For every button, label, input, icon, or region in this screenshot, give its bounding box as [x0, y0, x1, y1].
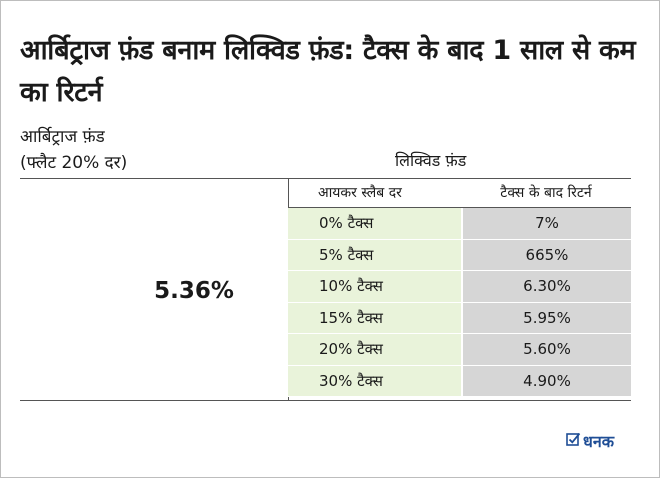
column-header-return: टैक्स के बाद रिटर्न: [500, 185, 592, 201]
table-row: 30% टैक्स 4.90%: [288, 365, 631, 397]
arbitrage-fund-name: आर्बिट्राज फ़ंड: [20, 127, 105, 147]
header-divider: [20, 178, 631, 179]
table-row: 10% टैक्स 6.30%: [288, 271, 631, 303]
arbitrage-fund-rate: (फ्लैट 20% दर): [20, 153, 128, 173]
table-header-row: आयकर स्लैब दर टैक्स के बाद रिटर्न: [288, 180, 631, 208]
table-row: 0% टैक्स 7%: [288, 208, 631, 240]
tax-slab-cell: 0% टैक्स: [288, 208, 461, 240]
dhanak-logo: धनक: [566, 430, 614, 452]
liquid-fund-table: आयकर स्लैब दर टैक्स के बाद रिटर्न 0% टैक…: [288, 180, 631, 397]
liquid-fund-header: लिक्विड फ़ंड: [395, 151, 467, 170]
arbitrage-fund-label: आर्बिट्राज फ़ंड (फ्लैट 20% दर): [20, 124, 127, 176]
page-title: आर्बिट्राज फ़ंड बनाम लिक्विड फ़ंड: टैक्स…: [20, 35, 636, 108]
table-bottom-divider: [20, 400, 631, 401]
tax-slab-cell: 5% टैक्स: [288, 239, 461, 271]
logo-text: धनक: [583, 432, 615, 451]
tax-slab-cell: 10% टैक्स: [288, 271, 461, 303]
check-box-icon: [566, 432, 583, 451]
arbitrage-return-value: 5.36%: [154, 278, 234, 304]
return-cell: 4.90%: [463, 365, 631, 397]
return-cell: 6.30%: [463, 271, 631, 303]
table-row: 15% टैक्स 5.95%: [288, 302, 631, 334]
table-row: 5% टैक्स 665%: [288, 239, 631, 271]
tax-slab-cell: 30% टैक्स: [288, 365, 461, 397]
return-cell: 7%: [463, 208, 631, 240]
return-cell: 5.95%: [463, 302, 631, 334]
tax-slab-cell: 15% टैक्स: [288, 302, 461, 334]
return-cell: 665%: [463, 239, 631, 271]
table-row: 20% टैक्स 5.60%: [288, 334, 631, 366]
column-header-slab: आयकर स्लैब दर: [318, 185, 402, 201]
tax-slab-cell: 20% टैक्स: [288, 334, 461, 366]
return-cell: 5.60%: [463, 334, 631, 366]
